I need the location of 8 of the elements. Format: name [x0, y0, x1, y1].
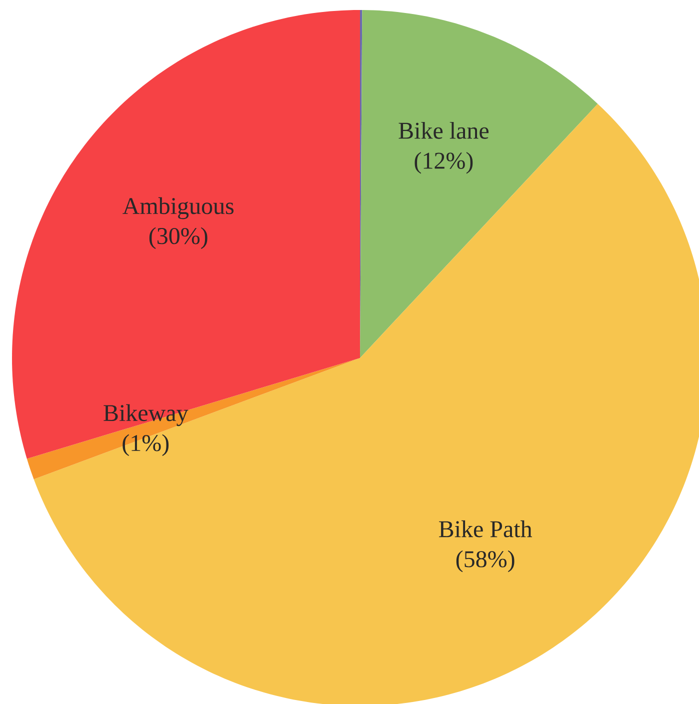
slice-label: Bikeway: [104, 404, 188, 426]
slice-label: Bike Path: [439, 520, 532, 538]
data-label: (1%): [122, 434, 169, 456]
slice-label: Ambiguous: [122, 197, 234, 220]
data-label: (12%): [414, 152, 473, 174]
data-label: (30%): [149, 227, 208, 250]
data-label: (58%): [456, 550, 514, 572]
slice-label: Bike lane: [398, 122, 489, 139]
